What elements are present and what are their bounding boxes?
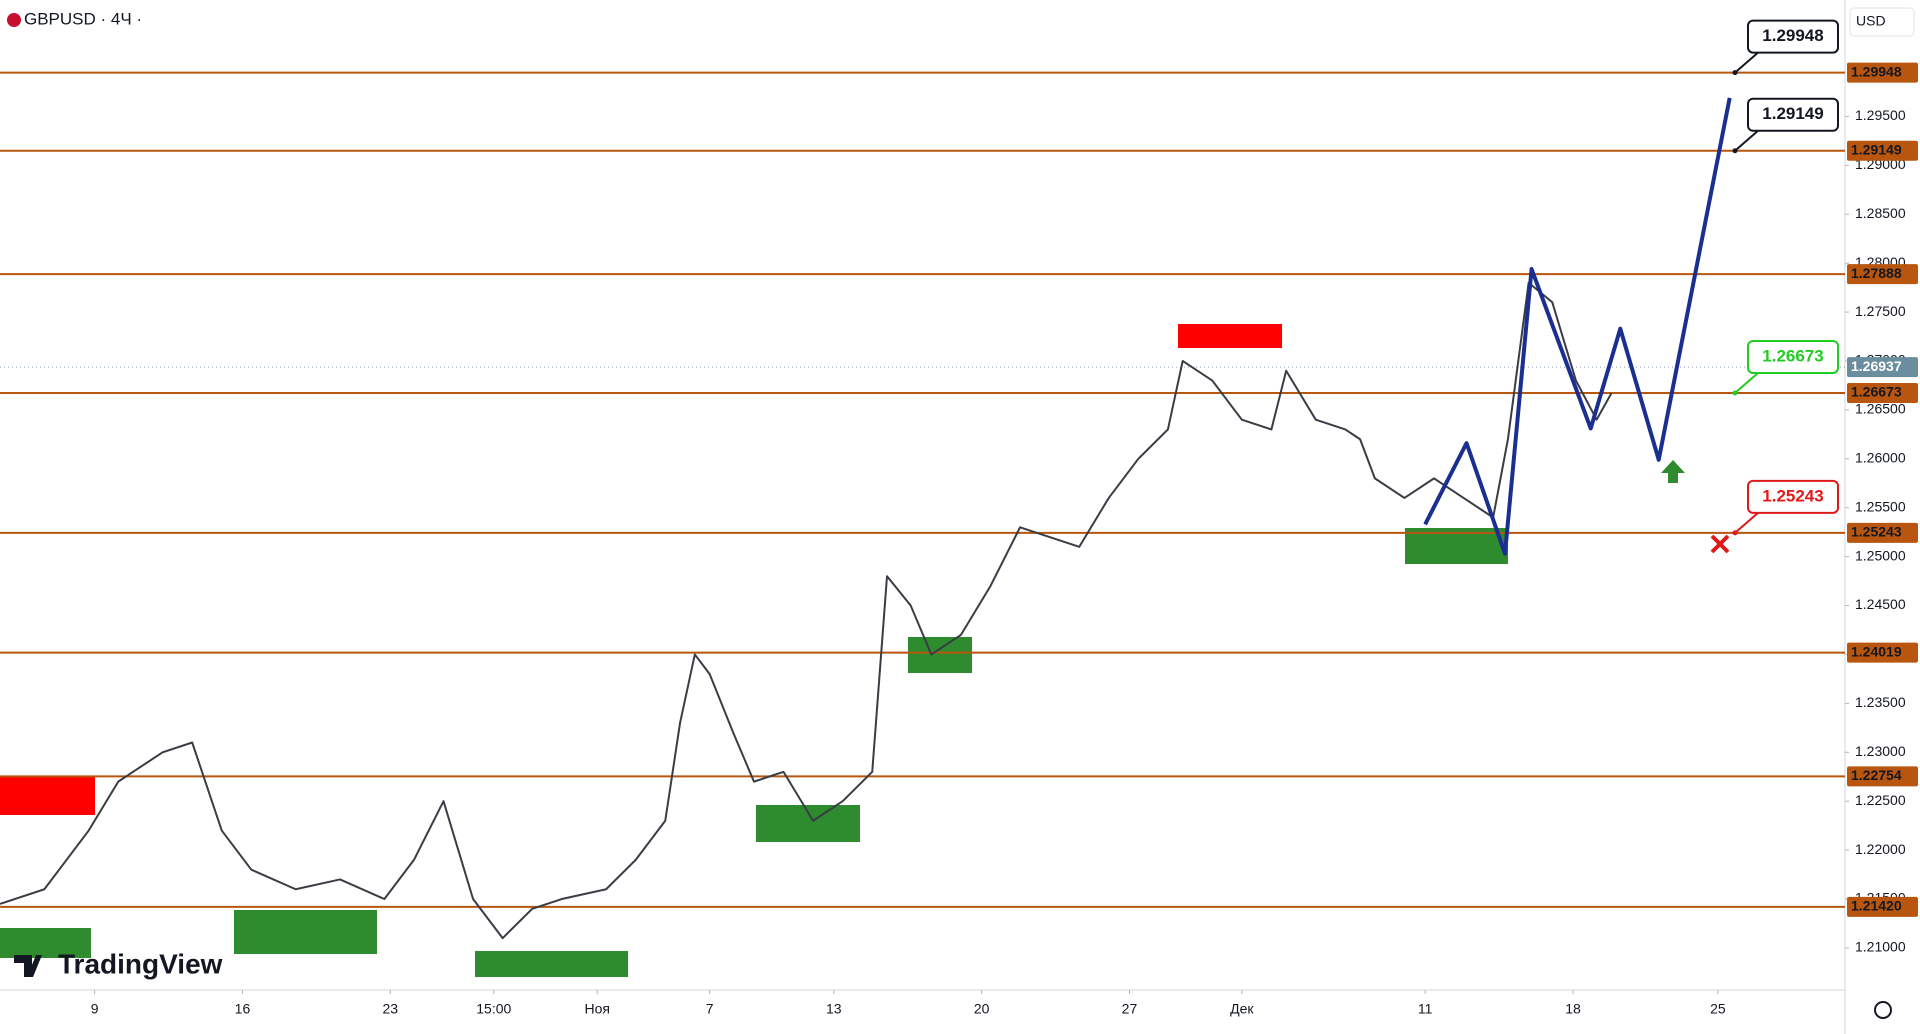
y-tick-label: 1.29500	[1855, 107, 1906, 123]
supply-zone	[0, 776, 95, 815]
x-tick-label: 16	[235, 1001, 251, 1017]
axis-price-label: 1.26673	[1851, 384, 1902, 400]
stop-cross	[1710, 534, 1730, 554]
x-tick-label: 27	[1122, 1001, 1138, 1017]
currency-label: USD	[1856, 13, 1886, 29]
axis-price-label: 1.22754	[1851, 767, 1902, 783]
axis-price-box	[1847, 522, 1918, 543]
callout-box	[1747, 97, 1839, 132]
x-tick-label: 13	[826, 1001, 842, 1017]
axis-price-label: 1.25243	[1851, 524, 1902, 540]
callout-pointer	[1734, 512, 1759, 534]
marks: 1.210001.215001.220001.225001.230001.235…	[0, 19, 1918, 1017]
demand-zone	[475, 951, 628, 977]
axis-price-label: 1.26937	[1851, 358, 1902, 374]
demand-zone	[234, 910, 377, 954]
demand-zone	[908, 637, 972, 673]
axis-price-label: 1.29948	[1851, 63, 1902, 79]
callout-anchor	[1732, 148, 1738, 154]
logo	[14, 955, 42, 977]
y-tick-label: 1.27500	[1855, 303, 1906, 319]
callout-anchor	[1732, 530, 1738, 536]
axis-price-box	[1847, 642, 1918, 663]
watermark: TradingView	[58, 948, 223, 979]
y-tick-label: 1.24500	[1855, 596, 1906, 612]
symbol-title: GBPUSD · 4Ч ·	[24, 9, 142, 28]
demand-zone	[1405, 528, 1508, 564]
callout-pointer	[1734, 372, 1759, 394]
callout-label: 1.26673	[1762, 346, 1823, 365]
y-tick-label: 1.26500	[1855, 401, 1906, 417]
up-arrow	[1661, 460, 1685, 483]
x-tick-label: Ноя	[585, 1001, 610, 1017]
y-tick-label: 1.25000	[1855, 547, 1906, 563]
x-tick-label: 15:00	[476, 1001, 511, 1017]
axis-price-box	[1847, 62, 1918, 83]
x-tick-label: 7	[706, 1001, 714, 1017]
axis-price-label: 1.27888	[1851, 265, 1902, 281]
y-tick-label: 1.23000	[1855, 743, 1906, 759]
callout-pointer	[1734, 51, 1759, 74]
axis-price-box	[1847, 357, 1918, 378]
callout-box	[1747, 479, 1839, 514]
supply-zone	[1178, 324, 1282, 348]
x-tick-label: 11	[1418, 1001, 1433, 1017]
flag-icon	[7, 13, 21, 27]
axis-price-box	[1847, 766, 1918, 787]
callout-label: 1.29948	[1762, 26, 1823, 45]
x-tick-label: 18	[1565, 1001, 1581, 1017]
x-tick-label: 25	[1710, 1001, 1726, 1017]
y-tick-label: 1.25500	[1855, 498, 1906, 514]
axis-price-label: 1.29149	[1851, 141, 1902, 157]
x-tick-label: 23	[382, 1001, 398, 1017]
axis-price-box	[1847, 896, 1918, 917]
axis-price-box	[1847, 382, 1918, 403]
callout-pointer	[1734, 129, 1759, 152]
x-tick-label: 9	[91, 1001, 99, 1017]
axis-price-box	[1847, 264, 1918, 285]
y-tick-label: 1.23500	[1855, 694, 1906, 710]
callout-anchor	[1732, 70, 1738, 76]
callout-box	[1747, 19, 1839, 54]
axis-price-label: 1.21420	[1851, 898, 1902, 914]
axis-price-box	[1847, 140, 1918, 161]
axis-price-label: 1.24019	[1851, 643, 1902, 659]
projection-line	[1423, 97, 1732, 556]
zones	[0, 324, 1508, 977]
demand-zone	[0, 928, 91, 958]
y-tick-label: 1.22500	[1855, 792, 1906, 808]
callout-label: 1.29149	[1762, 104, 1823, 123]
x-tick-label: 20	[974, 1001, 990, 1017]
y-tick-label: 1.22000	[1855, 841, 1906, 857]
callout-anchor	[1732, 390, 1738, 396]
y-tick-label: 1.21000	[1855, 939, 1906, 955]
y-tick-label: 1.26000	[1855, 450, 1906, 466]
price-line	[0, 281, 1613, 940]
settings-icon[interactable]	[1874, 1001, 1892, 1019]
callout-label: 1.25243	[1762, 486, 1823, 505]
y-tick-label: 1.28500	[1855, 205, 1906, 221]
x-tick-label: Дек	[1230, 1001, 1254, 1017]
currency-button[interactable]	[1849, 7, 1915, 37]
callout-box	[1747, 339, 1839, 374]
